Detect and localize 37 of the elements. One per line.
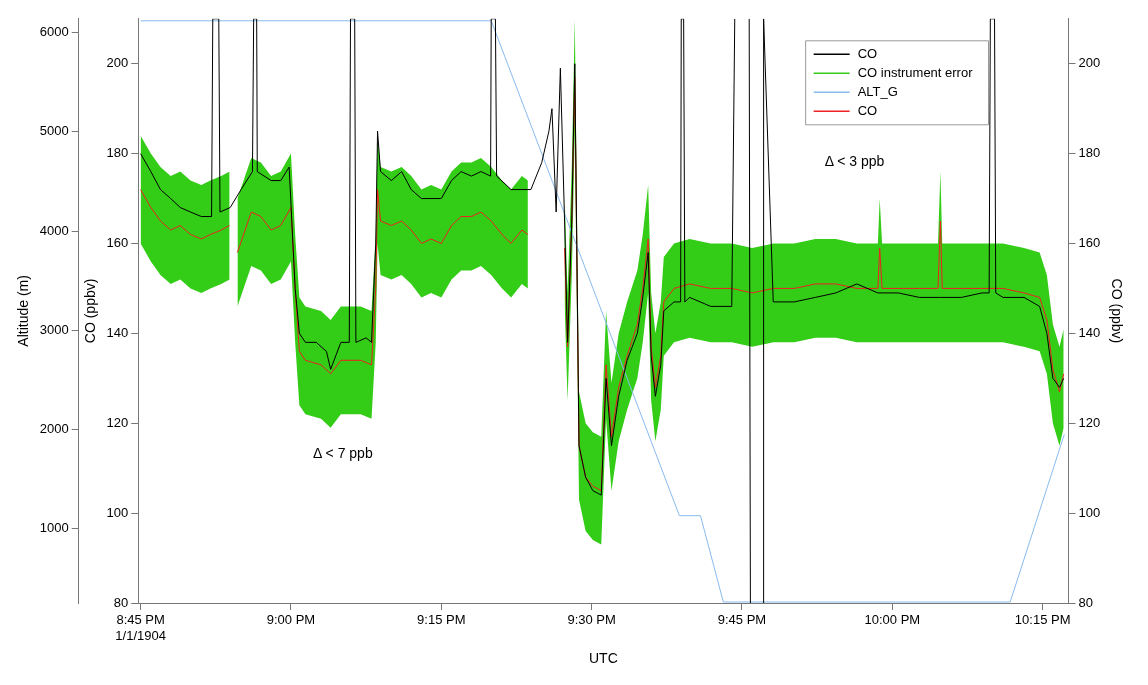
y3-tick-label: 6000 bbox=[39, 24, 69, 40]
y3-axis-title: Altitude (m) bbox=[15, 275, 32, 347]
y3-tick-label: 3000 bbox=[39, 321, 69, 337]
y2-tick-label: 100 bbox=[1078, 504, 1101, 520]
y-axis-title: CO (ppbv) bbox=[81, 278, 98, 344]
x-tick-label: 10:00 PM bbox=[864, 612, 921, 628]
y2-tick-label: 140 bbox=[1078, 324, 1101, 340]
x-tick-label: 9:30 PM bbox=[567, 612, 616, 628]
legend-label: CO bbox=[857, 45, 878, 61]
y-tick-label: 100 bbox=[106, 504, 129, 520]
y2-tick-label: 160 bbox=[1078, 235, 1101, 251]
y3-tick-label: 2000 bbox=[39, 421, 69, 436]
y3-tick-label: 5000 bbox=[39, 123, 69, 139]
y2-tick-label: 200 bbox=[1078, 55, 1101, 71]
legend-label: CO bbox=[857, 102, 878, 118]
y-tick-label: 180 bbox=[106, 145, 129, 161]
y2-tick-label: 180 bbox=[1078, 145, 1101, 161]
y2-tick-label: 120 bbox=[1078, 414, 1101, 430]
legend-label: CO instrument error bbox=[857, 64, 974, 80]
y-tick-label: 200 bbox=[106, 55, 129, 71]
y3-tick-label: 4000 bbox=[39, 222, 69, 238]
y2-tick-label: 80 bbox=[1078, 594, 1093, 610]
legend-label: ALT_G bbox=[857, 83, 898, 99]
y3-tick-label: 1000 bbox=[39, 520, 69, 536]
y2-axis-title: CO (ppbv) bbox=[1108, 278, 1125, 344]
x-tick-label: 9:45 PM bbox=[717, 612, 767, 628]
y-tick-label: 80 bbox=[113, 594, 129, 610]
y-tick-label: 140 bbox=[106, 324, 129, 340]
x-tick-label: 9:15 PM bbox=[417, 612, 466, 628]
annotation: Δ < 7 ppb bbox=[313, 444, 373, 461]
y-tick-label: 120 bbox=[106, 414, 129, 430]
x-tick-label: 8:45 PM 1/1/1904 bbox=[115, 612, 166, 643]
annotation: Δ < 3 ppb bbox=[824, 153, 885, 170]
x-tick-label: 10:15 PM bbox=[1014, 612, 1071, 628]
y-tick-label: 160 bbox=[106, 235, 129, 251]
x-tick-label: 9:00 PM bbox=[266, 612, 316, 628]
x-axis-title: UTC bbox=[588, 650, 618, 667]
